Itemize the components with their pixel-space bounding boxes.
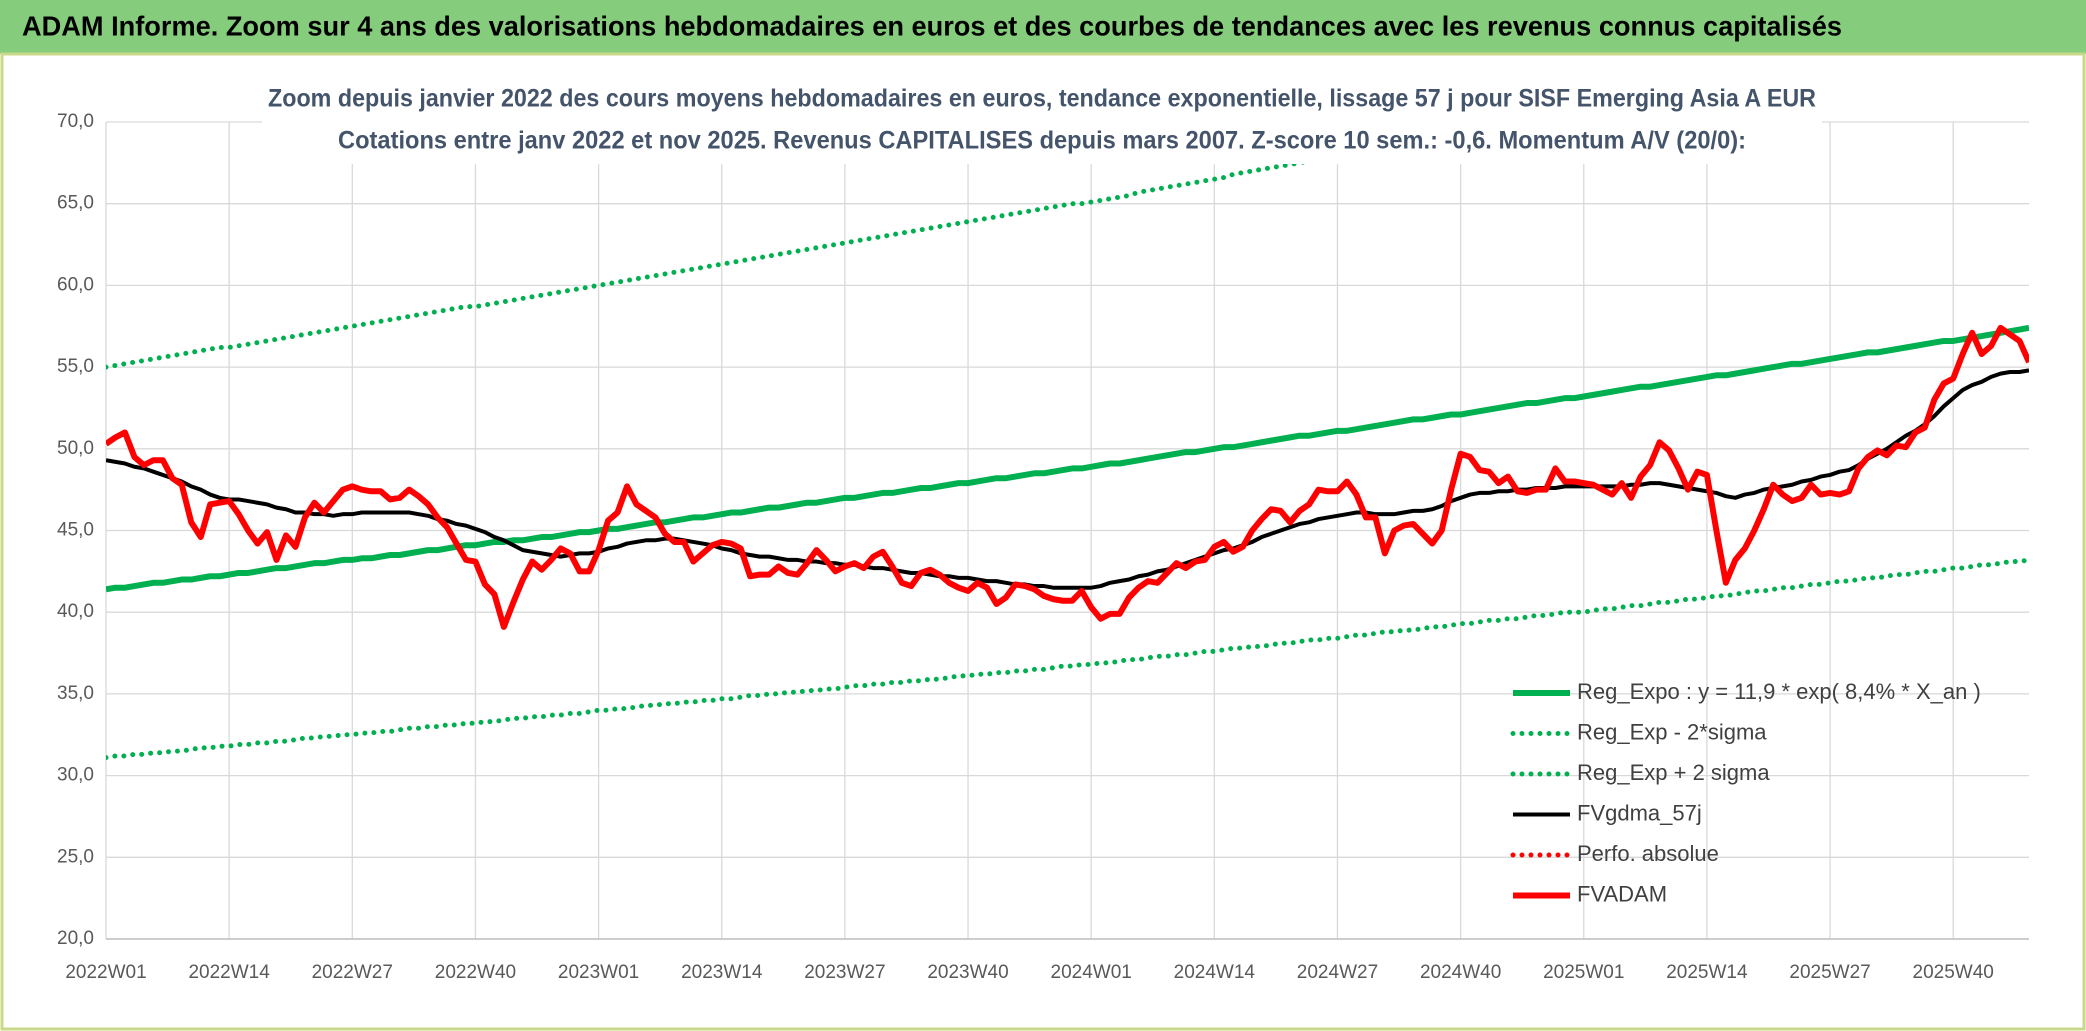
series-line (106, 324, 2029, 630)
y-tick-label: 55,0 (57, 356, 94, 377)
x-tick-label: 2023W40 (927, 962, 1008, 983)
series-line (106, 122, 1523, 370)
x-tick-label: 2025W40 (1913, 962, 1994, 983)
x-tick-label: 2023W27 (804, 962, 885, 983)
y-tick-label: 40,0 (57, 601, 94, 622)
y-tick-label: 30,0 (57, 765, 94, 786)
y-tick-label: 45,0 (57, 520, 94, 541)
x-tick-label: 2022W27 (312, 962, 393, 983)
series-line (106, 324, 2029, 593)
x-tick-label: 2023W14 (681, 962, 763, 983)
x-tick-label: 2024W27 (1297, 962, 1378, 983)
header-title: ADAM Informe. Zoom sur 4 ans des valoris… (22, 10, 1842, 41)
series-layer (106, 122, 2029, 761)
y-tick-label: 65,0 (57, 193, 94, 214)
axes: 20,0 25,0 30,0 35,0 40,0 45,0 50,0 55,0 60,0 65,0… (57, 111, 2029, 983)
y-tick-label: 60,0 (57, 274, 94, 295)
y-tick-label: 50,0 (57, 438, 94, 459)
x-tick-label: 2023W01 (558, 962, 639, 983)
x-tick-label: 2025W01 (1543, 962, 1624, 983)
legend-label: Perfo. absolue (1577, 841, 1719, 866)
x-tick-label: 2025W14 (1666, 962, 1748, 983)
legend-label: Reg_Expo : y = 11,9 * exp( 8,4% * X_an ) (1577, 679, 1981, 704)
legend-label: FVgdma_57j (1577, 800, 1702, 825)
x-tick-label: 2025W27 (1789, 962, 1870, 983)
chart-title: Zoom depuis janvier 2022 des cours moyen… (268, 85, 1816, 113)
x-tick-label: 2022W14 (188, 962, 270, 983)
y-tick-label: 35,0 (57, 683, 94, 704)
legend-label: Reg_Exp - 2*sigma (1577, 719, 1767, 744)
x-tick-label: 2022W01 (65, 962, 146, 983)
x-tick-label: 2022W40 (435, 962, 516, 983)
legend-label: FVADAM (1577, 881, 1667, 906)
y-tick-label: 20,0 (57, 928, 94, 949)
y-tick-label: 25,0 (57, 846, 94, 867)
x-tick-label: 2024W01 (1051, 962, 1132, 983)
legend-label: Reg_Exp + 2 sigma (1577, 760, 1770, 785)
series-line (106, 557, 2029, 761)
chart-subtitle: Cotations entre janv 2022 et nov 2025. R… (338, 127, 1746, 155)
chart-frame (0, 52, 2086, 1031)
y-tick-label: 70,0 (57, 111, 94, 132)
x-tick-label: 2024W14 (1174, 962, 1256, 983)
x-tick-label: 2024W40 (1420, 962, 1501, 983)
header-band (0, 0, 2086, 54)
title-box (262, 78, 1822, 164)
legend: Reg_Expo : y = 11,9 * exp( 8,4% * X_an )… (1510, 679, 1981, 906)
